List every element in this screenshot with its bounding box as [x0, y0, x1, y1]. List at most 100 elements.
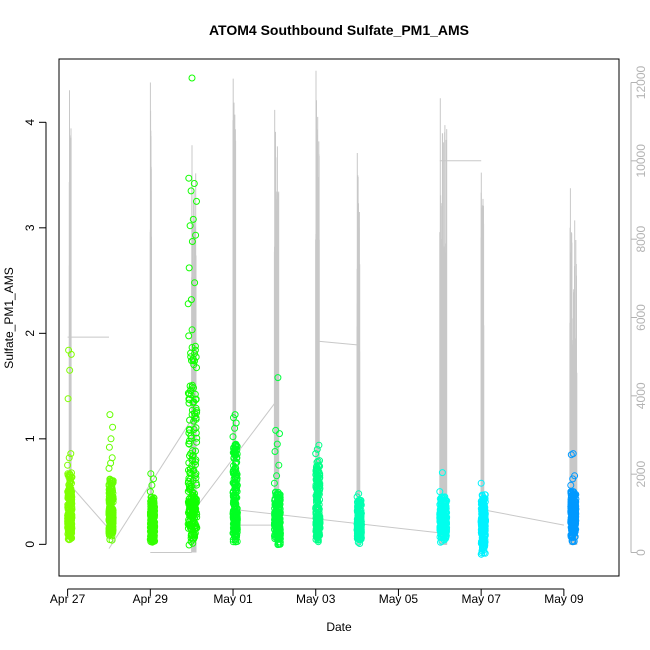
- data-point: [193, 434, 201, 442]
- data-point: [314, 534, 322, 542]
- data-point: [188, 326, 196, 334]
- data-point: [106, 477, 114, 485]
- data-point: [185, 521, 193, 529]
- data-point: [105, 507, 113, 515]
- data-point: [185, 264, 193, 272]
- data-point: [312, 450, 320, 458]
- data-point: [65, 500, 73, 508]
- y2-tick-label: 4000: [634, 382, 648, 409]
- data-point: [187, 187, 195, 195]
- data-point: [570, 523, 578, 531]
- data-point: [105, 443, 113, 451]
- data-point: [276, 496, 284, 504]
- data-point: [569, 450, 577, 458]
- data-point: [436, 509, 444, 517]
- data-point: [185, 395, 193, 403]
- data-point: [436, 488, 444, 496]
- data-point: [231, 447, 239, 455]
- data-point: [479, 539, 487, 547]
- data-point: [193, 438, 201, 446]
- data-point: [190, 426, 198, 433]
- data-point: [149, 534, 157, 542]
- y-axis-label: Sulfate_PM1_AMS: [2, 267, 16, 368]
- data-point: [186, 416, 194, 424]
- data-point: [185, 425, 193, 433]
- data-point: [273, 532, 281, 540]
- data-point: [356, 532, 364, 540]
- x-tick-label: May 07: [462, 592, 502, 606]
- data-point: [189, 535, 197, 543]
- data-point: [191, 342, 199, 350]
- data-point: [569, 492, 577, 500]
- data-point: [66, 531, 74, 538]
- data-point: [149, 501, 157, 509]
- data-point: [357, 521, 365, 529]
- data-point: [109, 423, 117, 431]
- data-point: [185, 174, 193, 182]
- data-point: [312, 532, 320, 540]
- data-point: [186, 484, 194, 492]
- data-point: [150, 494, 158, 502]
- y-tick-label: 0: [23, 541, 37, 548]
- data-point: [66, 473, 74, 481]
- data-point: [271, 448, 279, 455]
- data-point: [187, 434, 195, 442]
- data-point: [188, 505, 196, 513]
- data-point: [191, 346, 199, 354]
- x-tick-label: May 03: [296, 592, 336, 606]
- data-point: [229, 487, 237, 495]
- x-axis-label: Date: [326, 620, 352, 634]
- data-point: [232, 419, 240, 427]
- data-point: [190, 180, 198, 187]
- data-point: [481, 541, 489, 549]
- data-point: [105, 524, 113, 532]
- data-point: [149, 497, 157, 505]
- x-tick-label: Apr 29: [133, 592, 169, 606]
- data-point: [109, 498, 117, 506]
- y-tick-label: 4: [23, 119, 37, 126]
- data-point: [481, 549, 489, 557]
- data-point: [442, 513, 450, 521]
- data-point: [147, 514, 155, 521]
- data-point: [107, 496, 115, 504]
- data-point: [316, 470, 324, 478]
- data-point: [188, 74, 196, 82]
- data-point: [188, 462, 196, 470]
- y-tick-label: 1: [23, 435, 37, 442]
- data-point: [313, 445, 321, 453]
- data-point: [442, 504, 450, 512]
- data-point: [440, 508, 448, 516]
- data-point: [191, 525, 199, 532]
- data-point: [231, 503, 239, 511]
- data-point: [481, 498, 489, 506]
- data-point: [567, 481, 575, 489]
- data-point: [191, 490, 198, 497]
- data-point: [189, 539, 197, 547]
- data-point: [191, 531, 199, 539]
- y-tick-label: 2: [23, 330, 37, 337]
- data-point: [569, 530, 577, 538]
- data-point: [64, 461, 72, 469]
- data-point: [66, 366, 74, 374]
- data-point: [354, 521, 362, 529]
- axes: Apr 27 Apr 29 May 01 May 03 May 05 May 07 May …: [23, 65, 648, 606]
- data-point: [569, 518, 577, 526]
- data-point: [105, 511, 113, 518]
- data-point: [193, 409, 201, 417]
- data-point: [477, 550, 485, 558]
- data-point: [193, 197, 200, 205]
- x-tick-label: Apr 27: [50, 592, 86, 606]
- data-point: [192, 461, 199, 469]
- data-point: [480, 509, 488, 517]
- data-point: [314, 510, 322, 518]
- y2-tick-label: 10000: [634, 144, 648, 178]
- data-point: [192, 415, 200, 423]
- data-point: [106, 504, 113, 512]
- data-point: [477, 479, 485, 487]
- y2-tick-label: 8000: [634, 226, 648, 253]
- data-point: [192, 231, 200, 239]
- data-point: [481, 532, 489, 540]
- data-point: [148, 481, 156, 489]
- y2-tick-label: 2000: [634, 461, 648, 488]
- data-point: [192, 470, 200, 478]
